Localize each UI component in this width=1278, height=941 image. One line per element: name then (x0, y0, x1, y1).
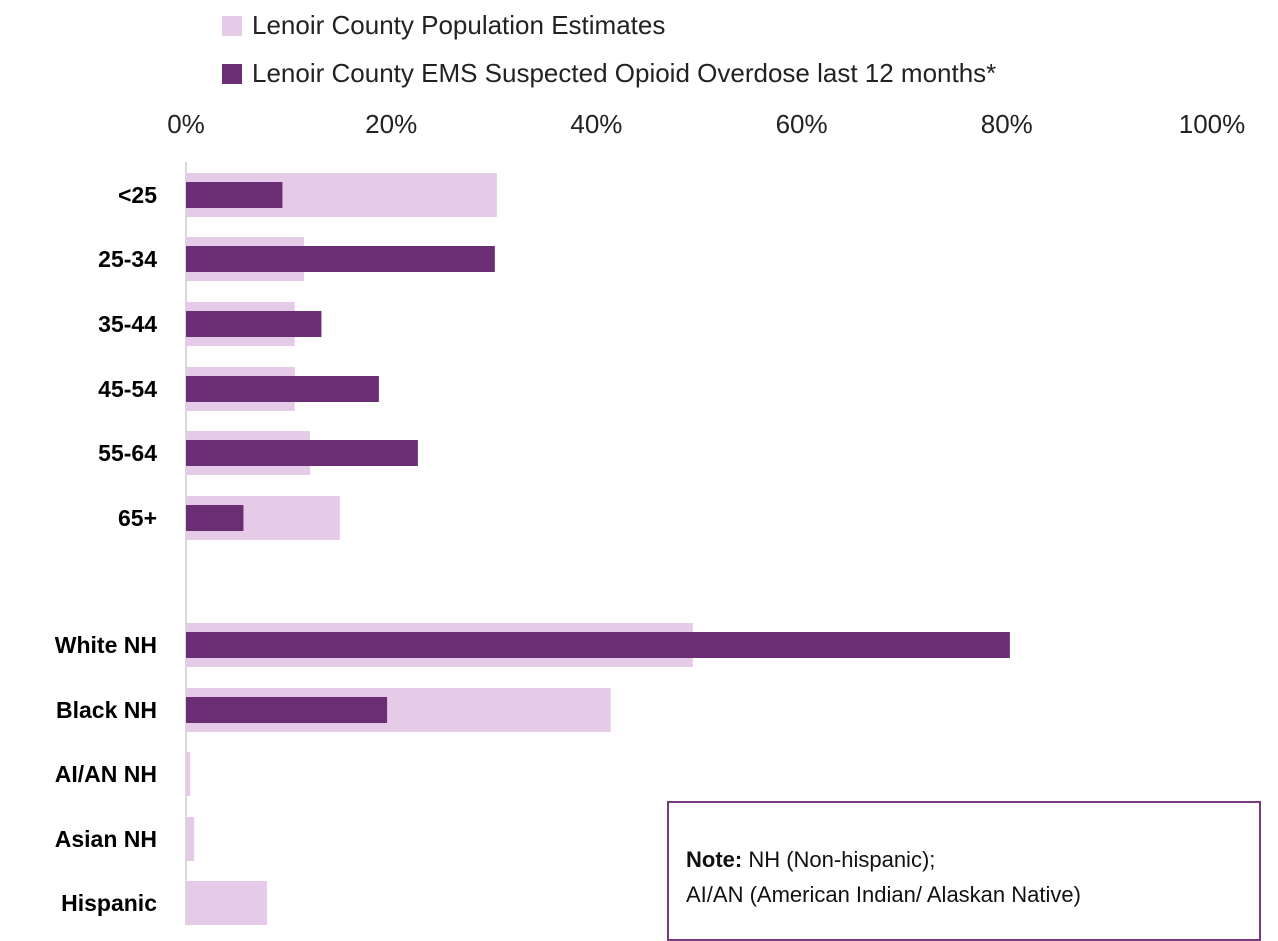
bar-overdose (186, 246, 495, 272)
bar-overdose (186, 440, 418, 466)
legend-label-population: Lenoir County Population Estimates (252, 10, 666, 40)
legend-swatch-population (222, 15, 242, 36)
x-tick-label: 20% (365, 109, 417, 139)
category-label: 25-34 (98, 246, 157, 272)
note-bold-label: Note: (686, 847, 743, 872)
x-tick-label: 100% (1179, 109, 1246, 139)
legend-swatch-overdose (222, 63, 242, 84)
category-label: Black NH (56, 697, 157, 723)
legend-item-population: Lenoir County Population Estimates (222, 10, 665, 41)
note-text-1: NH (Non-hispanic); (742, 847, 936, 872)
category-label: 35-44 (98, 311, 157, 337)
category-label: White NH (55, 632, 157, 658)
category-label: Hispanic (61, 890, 157, 916)
category-label: AI/AN NH (55, 761, 157, 787)
category-label: 55-64 (98, 440, 157, 466)
bar-population (186, 881, 268, 925)
category-label: 45-54 (98, 376, 157, 402)
note-line-1: Note: NH (Non-hispanic); (686, 847, 935, 873)
bar-overdose (186, 376, 379, 402)
legend-item-overdose: Lenoir County EMS Suspected Opioid Overd… (222, 58, 996, 89)
bar-overdose (186, 505, 244, 531)
bar-overdose (186, 182, 283, 208)
bar-population (186, 817, 195, 861)
category-label: <25 (118, 182, 157, 208)
bar-overdose (186, 697, 388, 723)
x-tick-label: 40% (570, 109, 622, 139)
x-tick-label: 0% (167, 109, 205, 139)
bar-overdose (186, 311, 322, 337)
legend-label-overdose: Lenoir County EMS Suspected Opioid Overd… (252, 58, 997, 88)
category-label: 65+ (118, 505, 157, 531)
note-line-2: AI/AN (American Indian/ Alaskan Native) (686, 882, 1081, 907)
bar-overdose (186, 632, 1010, 658)
category-label: Asian NH (55, 826, 157, 852)
x-tick-label: 60% (776, 109, 828, 139)
x-tick-label: 80% (981, 109, 1033, 139)
bar-population (186, 752, 191, 796)
